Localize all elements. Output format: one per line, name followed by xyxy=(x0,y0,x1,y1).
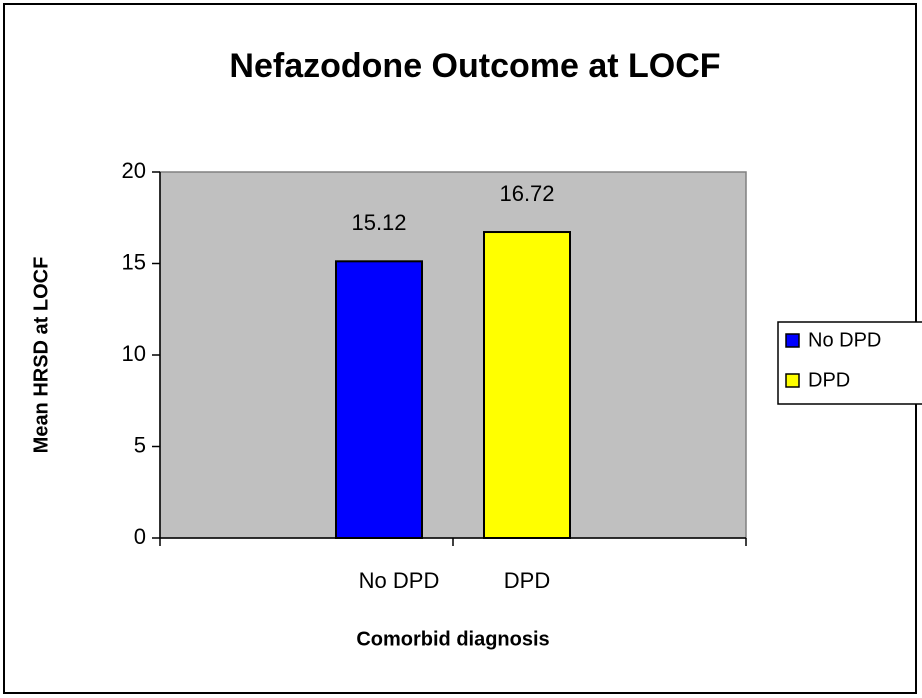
y-tick-label: 20 xyxy=(122,158,146,183)
chart-title: Nefazodone Outcome at LOCF xyxy=(229,47,720,85)
data-label: 15.12 xyxy=(351,210,406,235)
legend-swatch xyxy=(785,333,800,348)
y-tick-label: 15 xyxy=(122,249,146,274)
x-axis-title: Comorbid diagnosis xyxy=(356,628,549,650)
y-tick-label: 5 xyxy=(134,432,146,457)
plot-area xyxy=(159,171,747,539)
x-tick-label: No DPD xyxy=(359,568,440,593)
y-tick-label: 0 xyxy=(134,524,146,549)
x-tick-label: DPD xyxy=(504,568,550,593)
legend-label: DPD xyxy=(808,369,850,391)
bar xyxy=(483,231,571,540)
y-axis-title: Mean HRSD at LOCF xyxy=(30,257,52,454)
legend xyxy=(777,321,922,405)
y-tick-label: 10 xyxy=(122,341,146,366)
data-label: 16.72 xyxy=(499,181,554,206)
legend-label: No DPD xyxy=(808,329,881,351)
bar xyxy=(335,260,423,539)
legend-swatch xyxy=(785,373,800,388)
